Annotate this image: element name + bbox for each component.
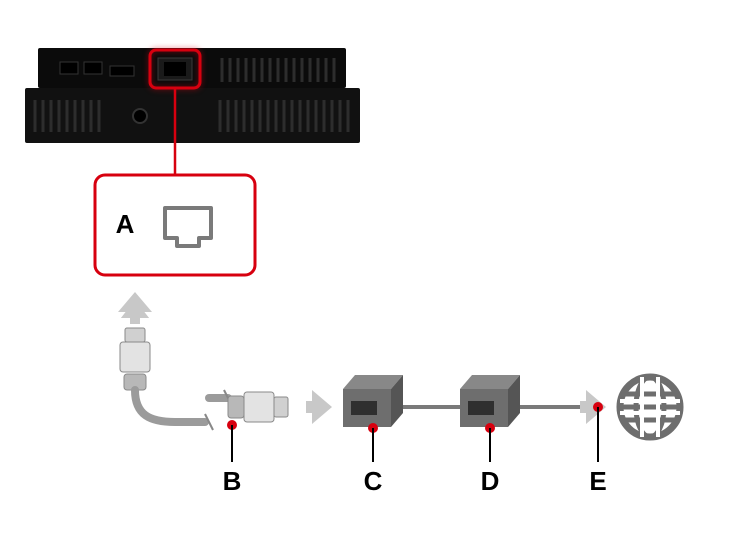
label-d: D	[481, 466, 500, 496]
label-c: C	[364, 466, 383, 496]
lan-cable	[120, 328, 288, 430]
modem-device-d	[460, 375, 520, 427]
arrow-up-icon	[118, 292, 152, 318]
console	[25, 48, 360, 143]
router-device-c	[343, 375, 403, 427]
arrow-right-1-icon	[306, 390, 332, 424]
label-e: E	[589, 466, 606, 496]
globe-icon	[620, 377, 680, 437]
label-a: A	[116, 209, 135, 239]
label-b: B	[223, 466, 242, 496]
